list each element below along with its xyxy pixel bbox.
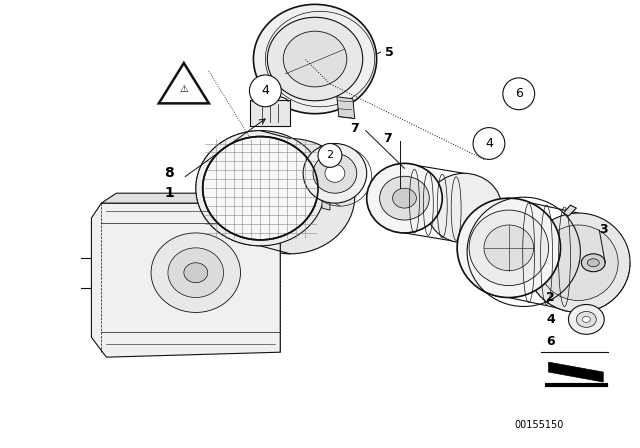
Text: 5: 5 <box>385 46 394 59</box>
Ellipse shape <box>392 188 417 208</box>
Ellipse shape <box>577 311 596 327</box>
Ellipse shape <box>203 137 318 240</box>
Polygon shape <box>101 193 295 203</box>
Circle shape <box>503 78 534 110</box>
Text: 4: 4 <box>261 84 269 97</box>
Ellipse shape <box>484 225 534 271</box>
Ellipse shape <box>426 173 502 243</box>
Ellipse shape <box>184 263 208 283</box>
Ellipse shape <box>527 213 630 312</box>
Ellipse shape <box>325 164 345 182</box>
Text: 7: 7 <box>351 122 359 135</box>
Polygon shape <box>548 362 604 382</box>
Ellipse shape <box>568 305 604 334</box>
Ellipse shape <box>539 225 618 301</box>
Text: 2: 2 <box>546 291 555 304</box>
Ellipse shape <box>380 177 429 220</box>
Ellipse shape <box>253 4 377 114</box>
Text: 3: 3 <box>599 224 607 237</box>
Text: 8: 8 <box>164 166 174 180</box>
Ellipse shape <box>268 17 363 101</box>
Text: 6: 6 <box>547 335 555 348</box>
Text: 1: 1 <box>164 186 174 200</box>
Text: 2: 2 <box>326 151 333 160</box>
Ellipse shape <box>196 130 325 246</box>
Polygon shape <box>159 63 209 103</box>
Ellipse shape <box>303 143 367 203</box>
Polygon shape <box>92 203 280 357</box>
Ellipse shape <box>168 248 223 297</box>
Polygon shape <box>337 97 355 119</box>
Circle shape <box>473 128 505 159</box>
Ellipse shape <box>225 138 355 254</box>
Ellipse shape <box>582 316 590 323</box>
FancyBboxPatch shape <box>250 100 290 125</box>
Circle shape <box>318 143 342 168</box>
Ellipse shape <box>284 31 347 87</box>
Ellipse shape <box>367 164 442 233</box>
Ellipse shape <box>313 154 356 193</box>
Circle shape <box>250 75 281 107</box>
Text: 7: 7 <box>383 132 392 145</box>
Text: 4: 4 <box>546 313 555 326</box>
Ellipse shape <box>469 210 548 286</box>
Text: 6: 6 <box>515 87 523 100</box>
Text: 00155150: 00155150 <box>514 420 563 430</box>
Polygon shape <box>322 186 330 210</box>
Ellipse shape <box>457 198 561 297</box>
Ellipse shape <box>151 233 241 312</box>
Text: 4: 4 <box>485 137 493 150</box>
Ellipse shape <box>581 254 605 271</box>
Polygon shape <box>563 205 577 216</box>
Ellipse shape <box>588 259 599 267</box>
Text: ⚠: ⚠ <box>179 84 188 94</box>
